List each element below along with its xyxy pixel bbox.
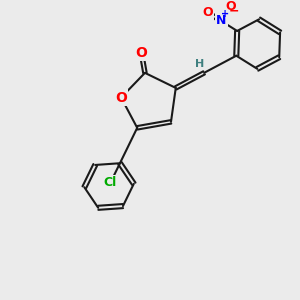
Text: +: + bbox=[221, 10, 229, 20]
Text: N: N bbox=[216, 14, 226, 27]
Text: O: O bbox=[115, 91, 127, 104]
Text: O: O bbox=[202, 6, 213, 19]
Text: Cl: Cl bbox=[104, 176, 117, 189]
Text: O: O bbox=[135, 46, 147, 60]
Text: O: O bbox=[225, 0, 236, 13]
Text: −: − bbox=[229, 5, 239, 18]
Text: H: H bbox=[195, 59, 204, 69]
